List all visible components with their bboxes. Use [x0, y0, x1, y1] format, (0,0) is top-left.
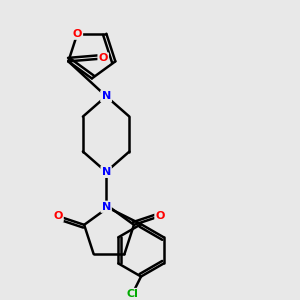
Text: N: N [101, 167, 111, 177]
Text: O: O [73, 29, 82, 39]
Text: O: O [98, 53, 108, 64]
Text: O: O [53, 211, 63, 221]
Text: O: O [155, 211, 165, 221]
Text: N: N [101, 91, 111, 101]
Text: Cl: Cl [126, 289, 138, 299]
Text: N: N [101, 202, 111, 212]
Text: N: N [101, 91, 111, 101]
